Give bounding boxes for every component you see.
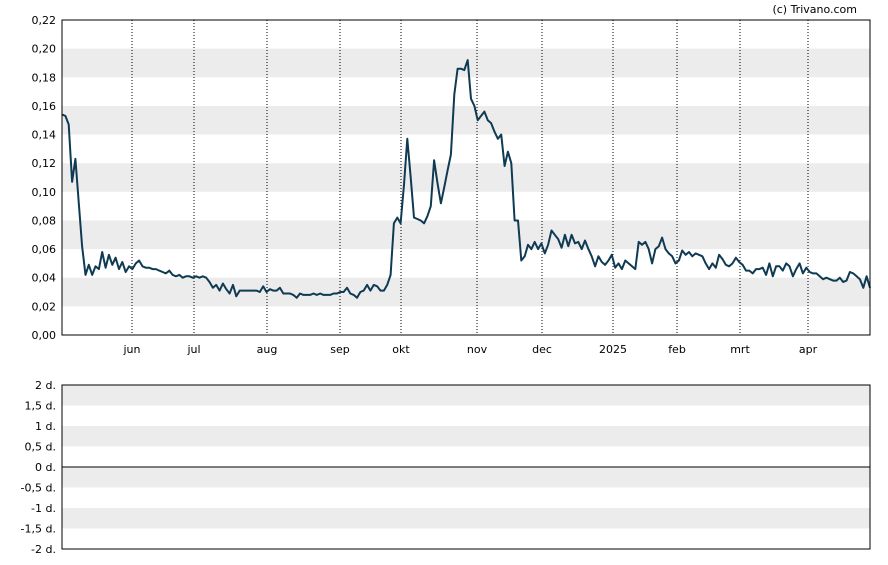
- lower-plot-frame: [61, 384, 871, 550]
- y-tick-label: -0,5 d.: [21, 482, 56, 495]
- grid-band: [62, 220, 870, 250]
- y-tick-label: 0,16: [32, 100, 57, 113]
- y-tick-label: 0 d.: [35, 461, 56, 474]
- lower-panel: 2 d. 1,5 d. 1 d. 0,5 d. 0 d. -0,5 d. -1 d. -1,5…: [21, 379, 871, 556]
- grid-band: [62, 385, 870, 406]
- y-tick-label: 1 d.: [35, 420, 56, 433]
- y-tick-label: 0,04: [32, 272, 57, 285]
- grid-band: [62, 163, 870, 192]
- x-tick-label: sep: [330, 343, 349, 356]
- y-tick-label: -1 d.: [31, 502, 56, 515]
- x-tick-label: jun: [123, 343, 141, 356]
- y-tick-label: 0,06: [32, 243, 57, 256]
- y-tick-label: 0,10: [32, 186, 57, 199]
- price-series-line: [61, 59, 871, 299]
- grid-band: [62, 508, 870, 529]
- x-tick-label: apr: [799, 343, 818, 356]
- y-tick-label: -2 d.: [31, 543, 56, 556]
- x-tick-label: jul: [186, 343, 200, 356]
- y-tick-label: -1,5 d.: [21, 523, 56, 536]
- y-tick-label: 0,14: [32, 129, 57, 142]
- grid-band: [62, 426, 870, 447]
- y-tick-label: 0,20: [32, 43, 57, 56]
- x-tick-label: mrt: [730, 343, 750, 356]
- y-tick-label: 1,5 d.: [25, 400, 56, 413]
- price-plot-frame: [61, 19, 871, 336]
- grid-band: [62, 277, 870, 307]
- y-tick-label: 0,12: [32, 157, 57, 170]
- y-tick-label: 0,02: [32, 300, 57, 313]
- x-tick-label: feb: [668, 343, 686, 356]
- x-tick-label: 2025: [599, 343, 627, 356]
- y-tick-label: 0,5 d.: [25, 441, 56, 454]
- x-tick-label: dec: [532, 343, 552, 356]
- credit-text: (c) Trivano.com: [772, 3, 857, 16]
- grid-band: [62, 105, 870, 135]
- y-tick-label: 0,22: [32, 14, 57, 27]
- price-panel: 0,00 0,02 0,04 0,06 0,08 0,10 0,12 0,14 0,16 0,18…: [32, 14, 871, 356]
- y-tick-label: 0,18: [32, 71, 57, 84]
- x-tick-label: nov: [467, 343, 488, 356]
- y-tick-label: 2 d.: [35, 379, 56, 392]
- x-tick-label: okt: [392, 343, 410, 356]
- grid-band: [62, 467, 870, 488]
- x-tick-label: aug: [257, 343, 278, 356]
- y-tick-label: 0,00: [32, 329, 57, 342]
- y-tick-label: 0,08: [32, 214, 57, 227]
